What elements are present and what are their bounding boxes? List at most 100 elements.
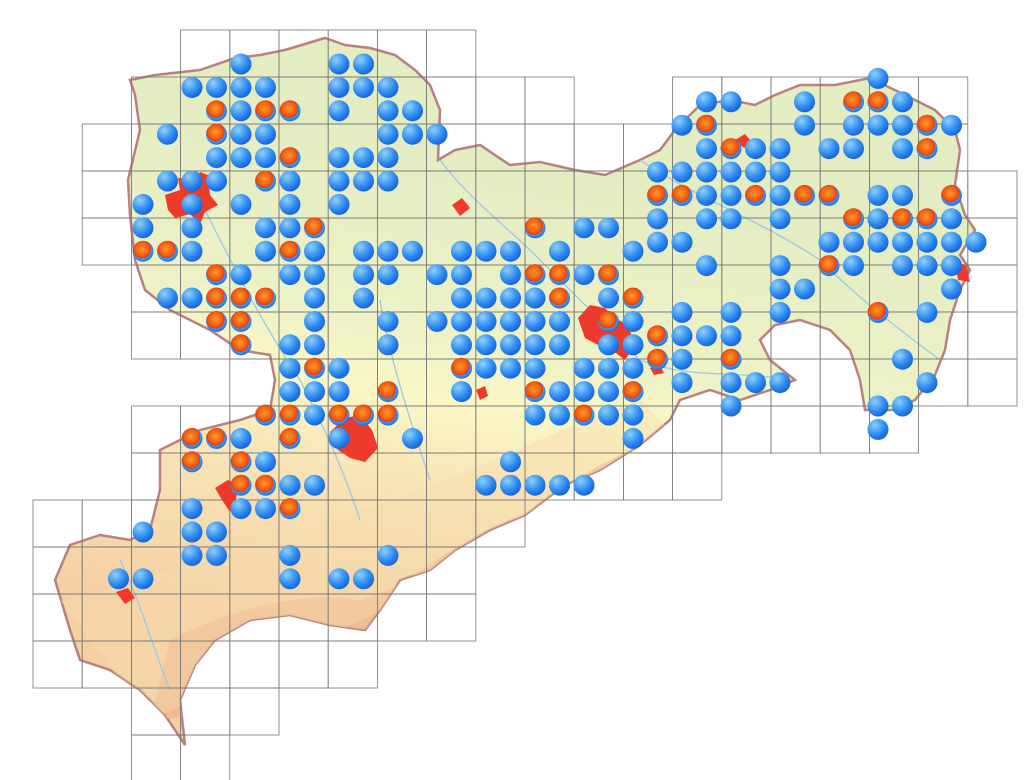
record-marker-recent [475, 287, 497, 309]
record-marker-recent [181, 544, 203, 566]
record-marker-older [671, 184, 693, 206]
record-marker-recent [353, 53, 374, 75]
record-marker-recent [549, 310, 570, 332]
record-marker-older [304, 217, 325, 239]
record-marker-recent [769, 184, 791, 206]
grid-cell [672, 452, 723, 501]
record-marker-older [279, 100, 301, 122]
record-marker-older [255, 170, 276, 192]
record-marker-older [916, 114, 938, 136]
record-marker-recent [671, 114, 693, 136]
record-marker-recent [598, 357, 619, 379]
record-marker-recent [573, 217, 595, 239]
record-marker-older [451, 357, 472, 379]
record-marker-recent [573, 264, 595, 286]
record-marker-recent [500, 357, 521, 379]
record-marker-recent [279, 193, 301, 215]
record-marker-recent [892, 255, 913, 277]
record-marker-recent [181, 498, 203, 520]
record-marker-recent [671, 325, 693, 347]
record-marker-recent [377, 147, 399, 169]
record-marker-recent [402, 123, 423, 145]
river [199, 199, 361, 521]
record-marker-recent [353, 76, 374, 98]
record-marker-older [598, 264, 619, 286]
record-marker-recent [230, 53, 252, 75]
record-marker-recent [255, 76, 276, 98]
record-marker-older [206, 100, 227, 122]
record-marker-recent [328, 193, 350, 215]
grid-cell [81, 217, 132, 266]
record-marker-recent [549, 240, 570, 262]
record-marker-recent [622, 427, 644, 449]
grid-cell [180, 734, 231, 780]
record-marker-recent [500, 310, 521, 332]
record-marker-recent [916, 231, 938, 253]
grid-cell [967, 170, 1018, 219]
record-marker-recent [941, 114, 962, 136]
record-marker-recent [451, 287, 472, 309]
record-marker-recent [402, 240, 423, 262]
record-marker-older [255, 474, 276, 496]
grid-cell [672, 405, 723, 454]
record-marker-recent [377, 240, 399, 262]
record-marker-recent [892, 138, 913, 160]
record-marker-older [279, 240, 301, 262]
record-marker-older [206, 310, 227, 332]
record-marker-recent [304, 404, 325, 426]
record-marker-recent [328, 76, 350, 98]
record-marker-recent [500, 474, 521, 496]
record-marker-recent [181, 521, 203, 543]
record-marker-recent [647, 161, 668, 183]
record-marker-recent [696, 161, 717, 183]
record-marker-recent [206, 544, 227, 566]
record-marker-recent [304, 310, 325, 332]
record-marker-recent [500, 451, 521, 473]
record-marker-recent [328, 100, 350, 122]
record-marker-older [304, 357, 325, 379]
record-marker-recent [475, 240, 497, 262]
record-marker-recent [230, 123, 252, 145]
record-marker-older [230, 474, 252, 496]
record-marker-recent [892, 91, 913, 113]
record-marker-older [598, 310, 619, 332]
record-marker-recent [255, 217, 276, 239]
record-marker-recent [598, 334, 619, 356]
record-marker-recent [843, 231, 864, 253]
record-marker-older [818, 255, 840, 277]
record-marker-recent [353, 568, 374, 590]
record-marker-recent [622, 240, 644, 262]
record-marker-recent [524, 310, 546, 332]
record-marker-recent [720, 395, 742, 417]
record-marker-recent [916, 301, 938, 323]
grid-cell [475, 76, 526, 125]
record-marker-recent [304, 287, 325, 309]
record-marker-recent [304, 474, 325, 496]
record-marker-recent [279, 170, 301, 192]
record-marker-recent [304, 381, 325, 403]
city-riesa [452, 198, 470, 216]
record-marker-older [206, 287, 227, 309]
record-marker-recent [696, 255, 717, 277]
record-marker-recent [132, 521, 154, 543]
record-marker-recent [867, 184, 889, 206]
record-marker-recent [622, 357, 644, 379]
record-marker-recent [892, 395, 913, 417]
record-marker-recent [230, 100, 252, 122]
grid-cell [819, 405, 870, 454]
record-marker-recent [328, 53, 350, 75]
record-marker-recent [377, 310, 399, 332]
record-marker-recent [475, 474, 497, 496]
record-marker-recent [647, 208, 668, 230]
record-marker-recent [745, 161, 766, 183]
record-marker-recent [451, 310, 472, 332]
record-marker-older [377, 381, 399, 403]
record-marker-recent [794, 114, 815, 136]
record-marker-older [892, 208, 913, 230]
record-marker-older [843, 208, 864, 230]
record-marker-recent [377, 170, 399, 192]
record-marker-recent [157, 170, 178, 192]
record-marker-recent [328, 381, 350, 403]
record-marker-older [328, 404, 350, 426]
record-marker-recent [500, 264, 521, 286]
